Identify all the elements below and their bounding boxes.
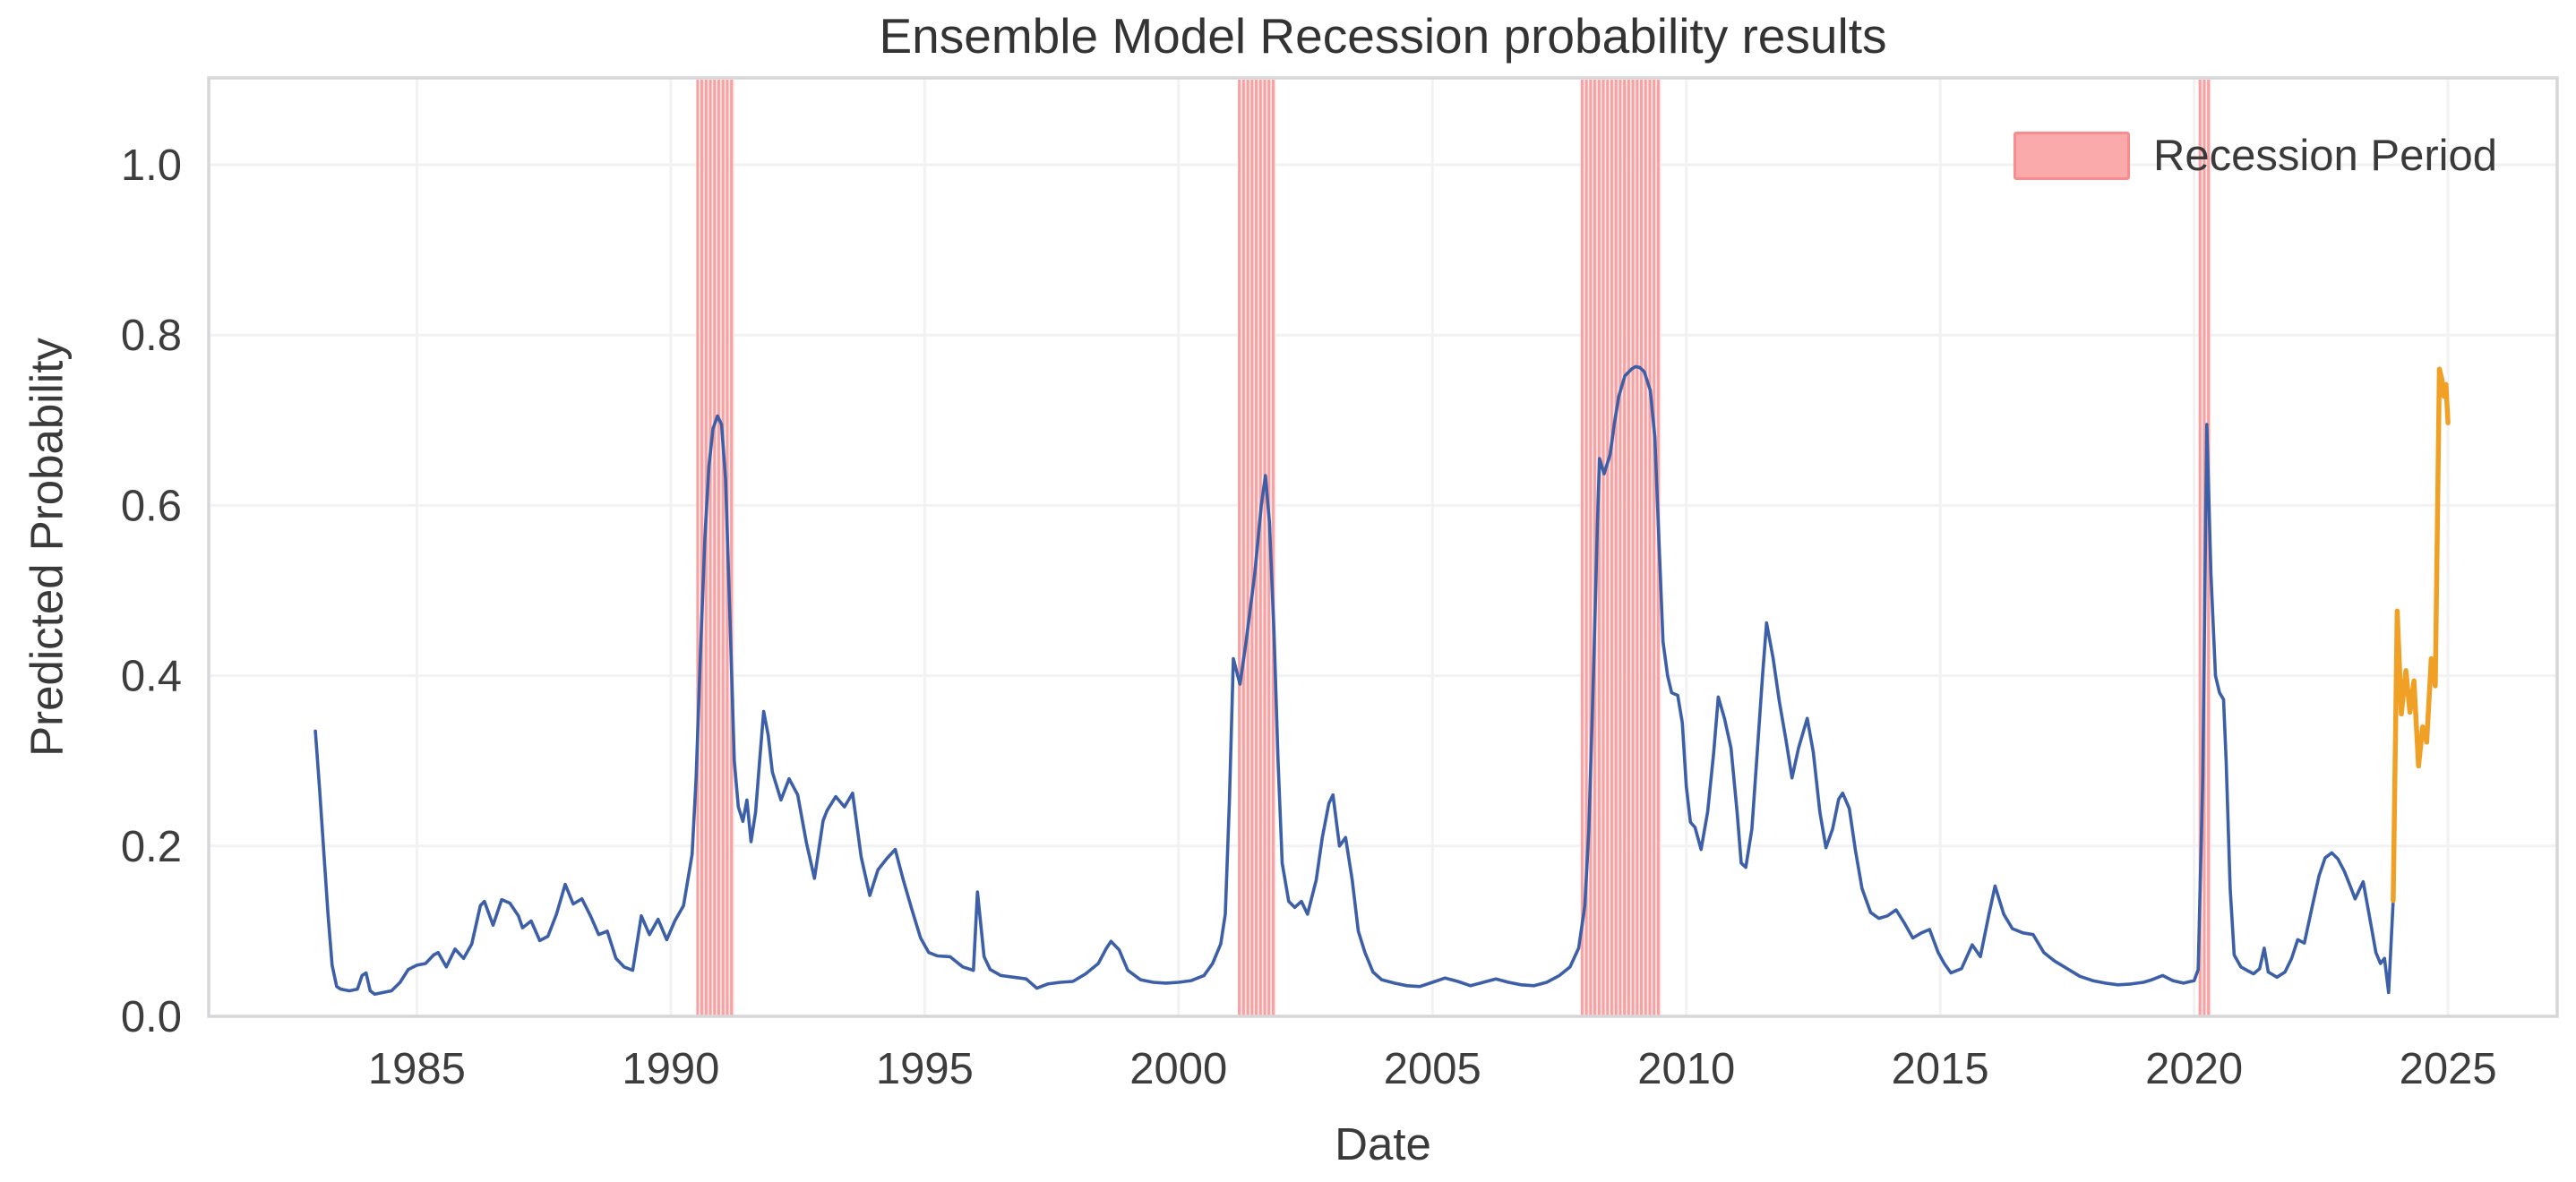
recession-band-swatch: [2014, 132, 2130, 180]
x-tick-labels: 1985 1990 1995 2000 2005 2010 2015 2020 2025: [368, 1045, 2497, 1093]
legend: Recession Period: [2014, 131, 2497, 181]
y-tick-label: 0.6: [121, 482, 182, 530]
x-tick-label: 1995: [876, 1045, 974, 1093]
recession-bands: [696, 80, 2211, 1016]
y-tick-label: 0.4: [121, 653, 182, 701]
x-axis-label: Date: [1335, 1118, 1431, 1169]
x-tick-label: 2015: [1892, 1045, 1989, 1093]
gridlines: [209, 78, 2557, 1018]
recession-band: [1580, 80, 1662, 1016]
x-tick-label: 1985: [368, 1045, 466, 1093]
x-tick-label: 2005: [1384, 1045, 1481, 1093]
chart-title: Ensemble Model Recession probability res…: [879, 8, 1887, 64]
x-tick-label: 1990: [622, 1045, 719, 1093]
x-tick-label: 2010: [1637, 1045, 1735, 1093]
data-lines: [313, 364, 2451, 997]
y-tick-labels: 0.0 0.2 0.4 0.6 0.8 1.0: [121, 141, 182, 1041]
y-tick-label: 0.8: [121, 312, 182, 360]
x-tick-label: 2020: [2145, 1045, 2243, 1093]
y-tick-label: 0.0: [121, 993, 182, 1041]
x-tick-label: 2000: [1129, 1045, 1227, 1093]
y-tick-label: 1.0: [121, 141, 182, 190]
forecast-line: [2391, 366, 2451, 904]
x-tick-label: 2025: [2400, 1045, 2497, 1093]
plot-border: [207, 76, 2559, 1018]
y-tick-label: 0.2: [121, 823, 182, 871]
probability-line: [313, 364, 2395, 997]
legend-label: Recession Period: [2153, 132, 2498, 180]
